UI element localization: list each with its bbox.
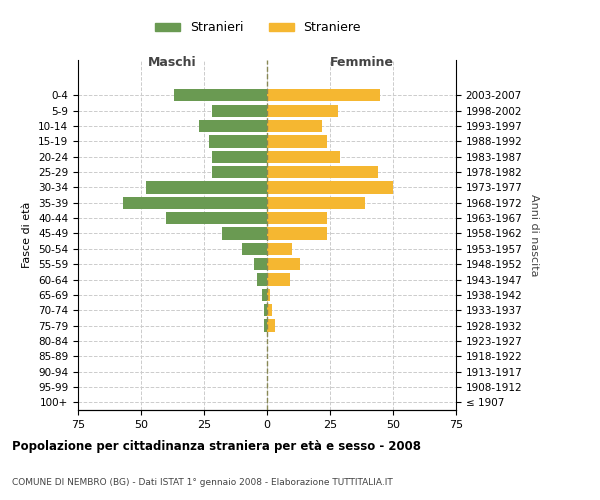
Bar bbox=[267, 166, 378, 178]
Bar bbox=[242, 242, 267, 255]
Bar bbox=[267, 120, 322, 132]
Bar bbox=[267, 150, 340, 163]
Legend: Stranieri, Straniere: Stranieri, Straniere bbox=[150, 16, 366, 40]
Y-axis label: Anni di nascita: Anni di nascita bbox=[529, 194, 539, 276]
Bar bbox=[267, 228, 328, 239]
Bar bbox=[267, 258, 300, 270]
Bar bbox=[267, 304, 272, 316]
Bar bbox=[262, 288, 267, 301]
Bar bbox=[267, 212, 328, 224]
Bar bbox=[267, 242, 292, 255]
Bar bbox=[267, 196, 365, 209]
Y-axis label: Fasce di età: Fasce di età bbox=[22, 202, 32, 268]
Bar bbox=[267, 89, 380, 102]
Text: Femmine: Femmine bbox=[329, 56, 394, 69]
Text: COMUNE DI NEMBRO (BG) - Dati ISTAT 1° gennaio 2008 - Elaborazione TUTTITALIA.IT: COMUNE DI NEMBRO (BG) - Dati ISTAT 1° ge… bbox=[12, 478, 393, 487]
Bar bbox=[267, 274, 290, 285]
Bar bbox=[146, 182, 267, 194]
Bar bbox=[209, 135, 267, 147]
Bar bbox=[124, 196, 267, 209]
Text: Maschi: Maschi bbox=[148, 56, 197, 69]
Text: Popolazione per cittadinanza straniera per età e sesso - 2008: Popolazione per cittadinanza straniera p… bbox=[12, 440, 421, 453]
Bar bbox=[267, 288, 269, 301]
Bar bbox=[212, 166, 267, 178]
Bar bbox=[212, 150, 267, 163]
Bar bbox=[199, 120, 267, 132]
Bar bbox=[257, 274, 267, 285]
Bar bbox=[166, 212, 267, 224]
Bar bbox=[267, 320, 275, 332]
Bar bbox=[265, 304, 267, 316]
Bar bbox=[221, 228, 267, 239]
Bar bbox=[267, 135, 328, 147]
Bar bbox=[212, 104, 267, 117]
Bar bbox=[267, 104, 338, 117]
Bar bbox=[265, 320, 267, 332]
Bar bbox=[267, 182, 393, 194]
Bar bbox=[174, 89, 267, 102]
Bar bbox=[254, 258, 267, 270]
